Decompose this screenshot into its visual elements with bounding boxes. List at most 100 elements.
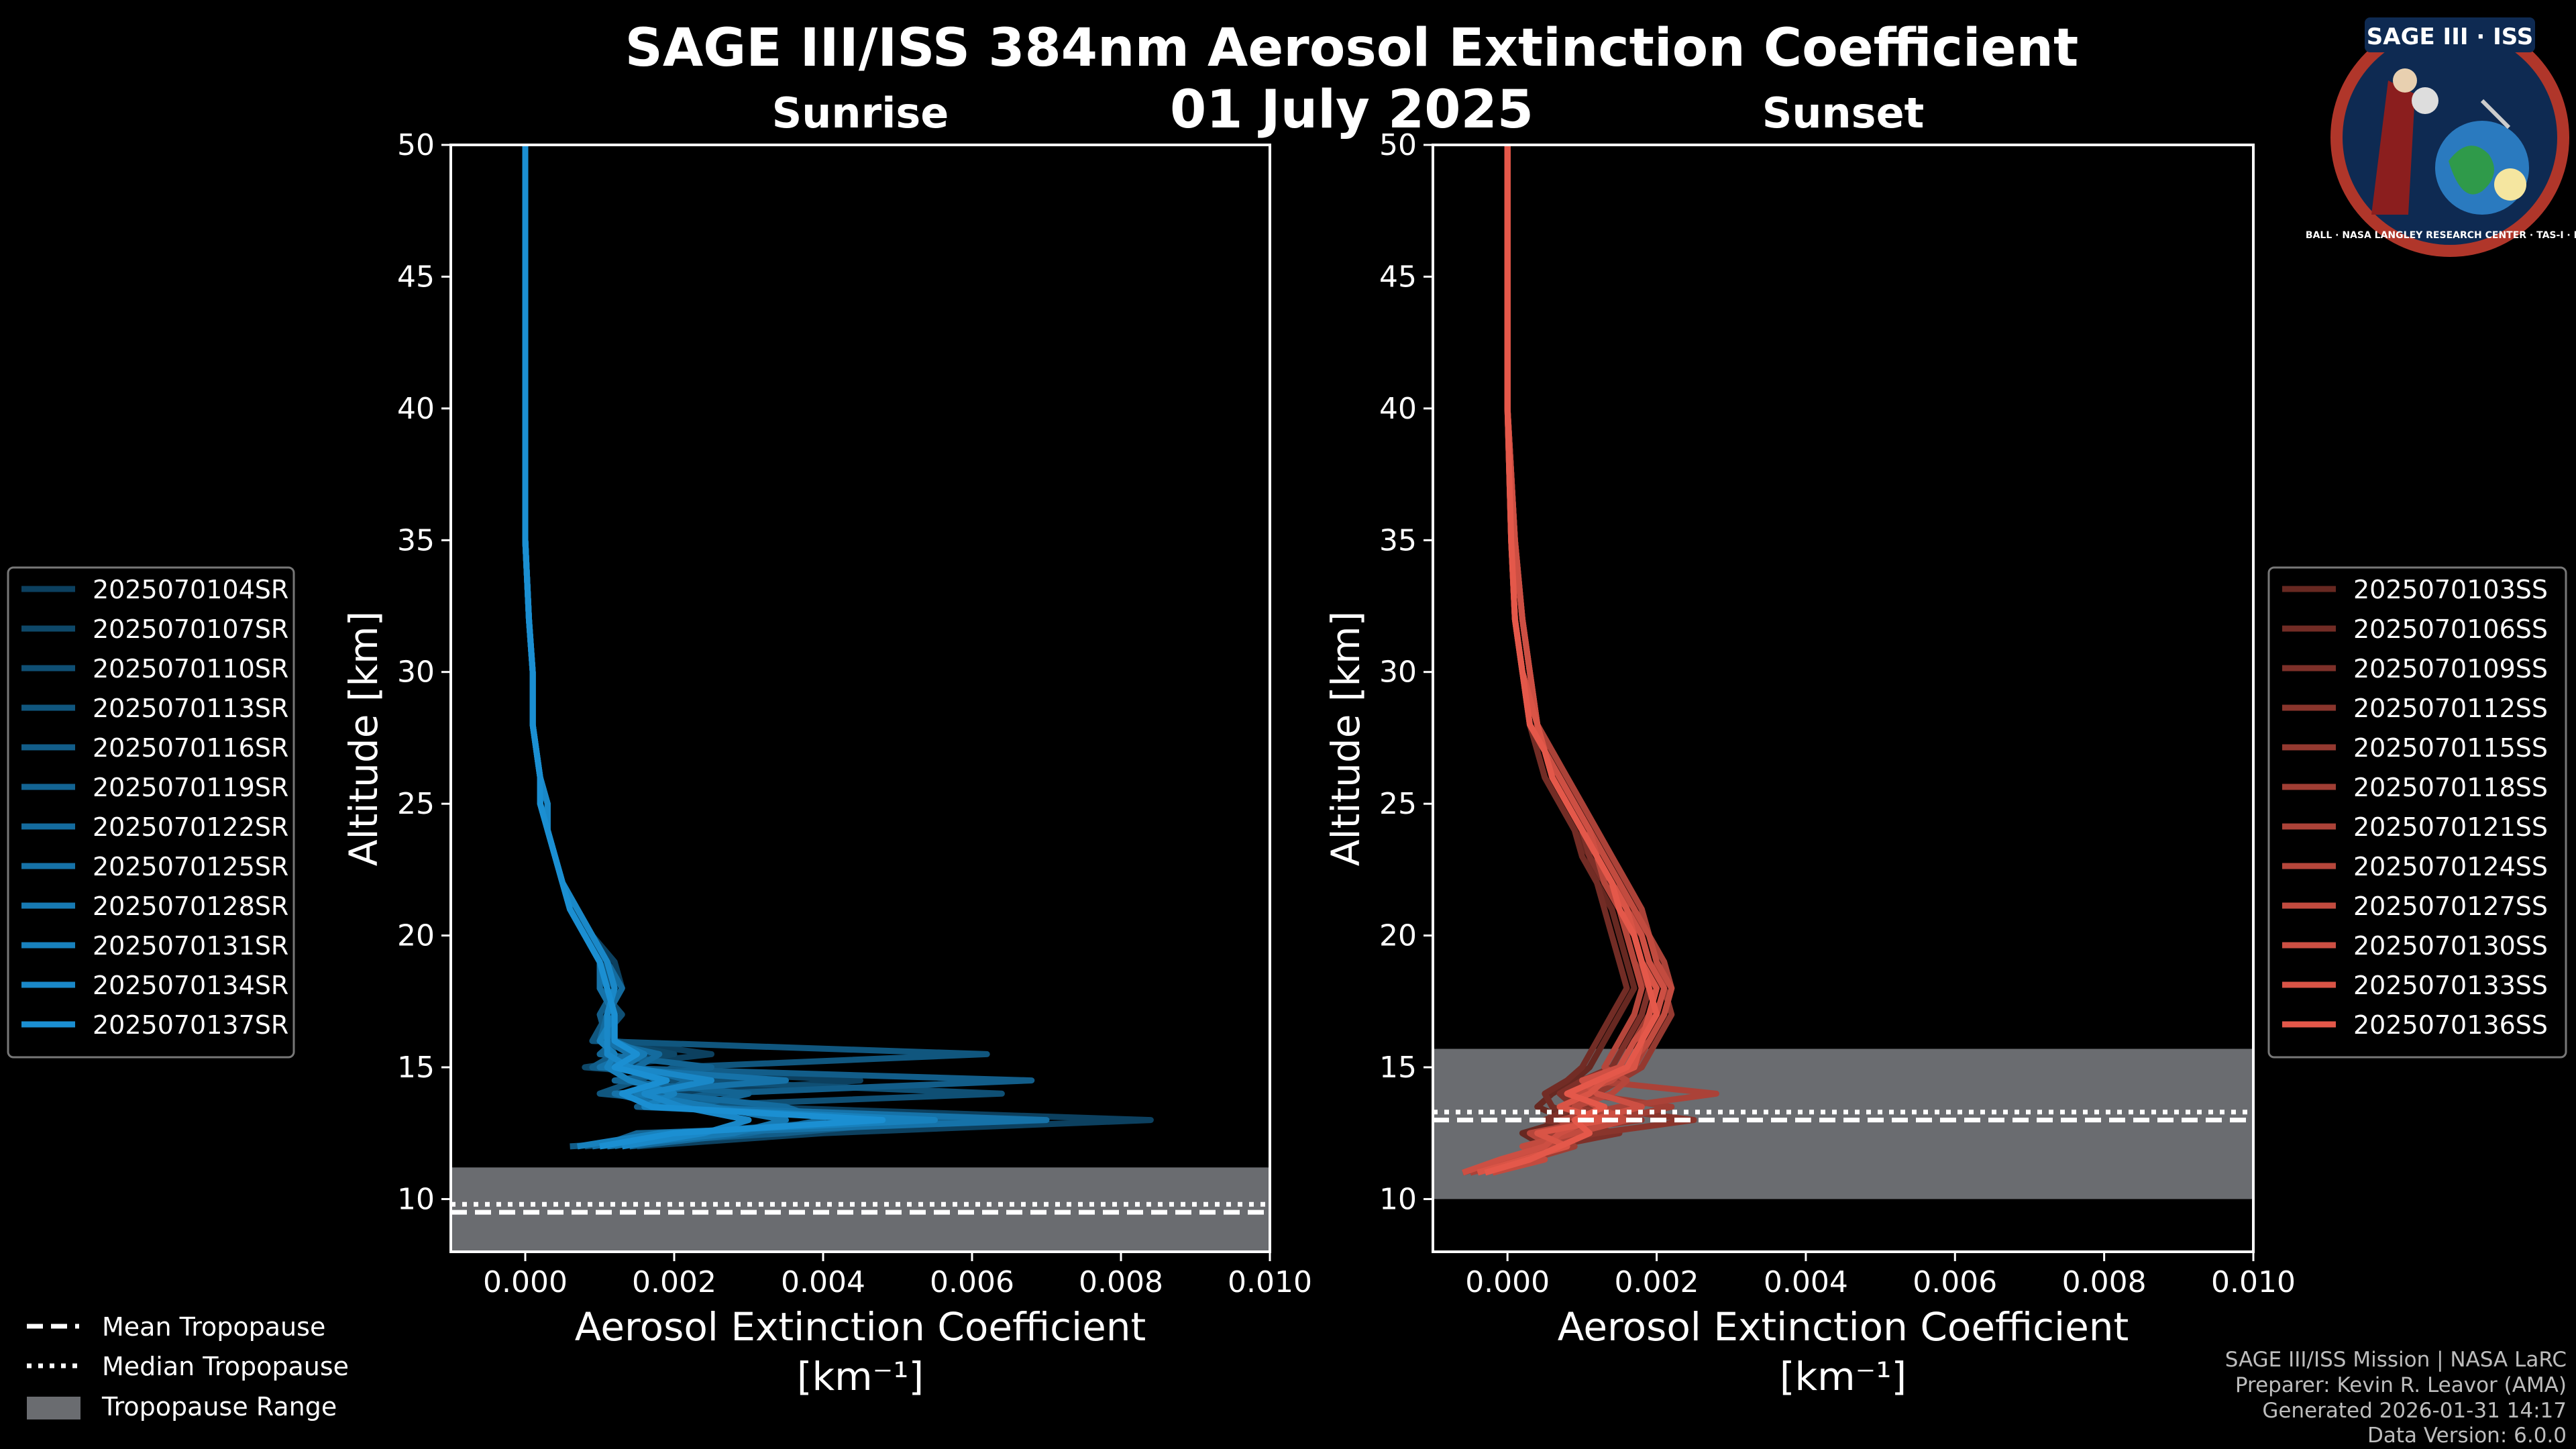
y-tick-label: 40: [397, 392, 435, 426]
legend-label: 2025070113SR: [93, 694, 288, 723]
profile-line-2025070113SR: [522, 145, 990, 1150]
tropopause-range-swatch: [27, 1397, 80, 1419]
x-tick-label: 0.006: [930, 1265, 1014, 1299]
tropopause-range-label: Tropopause Range: [101, 1392, 337, 1421]
legend-label: 2025070119SR: [93, 773, 288, 802]
legend-label: 2025070136SS: [2353, 1010, 2548, 1040]
y-tick-label: 50: [397, 128, 435, 162]
legend-label: 2025070115SS: [2353, 733, 2548, 763]
x-tick-label: 0.008: [2062, 1265, 2147, 1299]
legend-label: 2025070131SR: [93, 931, 288, 961]
legend-label: 2025070103SS: [2353, 575, 2548, 604]
y-tick-label: 10: [1379, 1182, 1417, 1216]
legend-label: 2025070122SR: [93, 812, 288, 842]
legend-frame: [7, 566, 295, 1059]
plot-frame: [449, 144, 1271, 1253]
y-tick-label: 35: [1379, 523, 1417, 557]
panel-title: Sunrise: [772, 89, 949, 138]
legend-label: 2025070127SS: [2353, 892, 2548, 921]
legend-frame: [2267, 566, 2567, 1059]
figure-head-shape: [2393, 68, 2417, 93]
x-tick-label: 0.010: [2211, 1265, 2296, 1299]
legend-label: 2025070109SS: [2353, 654, 2548, 684]
y-tick-label: 35: [397, 523, 435, 557]
legend-label: 2025070106SS: [2353, 614, 2548, 644]
legend-label: 2025070118SS: [2353, 773, 2548, 802]
x-axis-unit: [km⁻¹]: [797, 1354, 924, 1399]
legend-label: 2025070116SR: [93, 733, 288, 763]
y-tick-label: 25: [397, 787, 435, 821]
y-tick-label: 25: [1379, 787, 1417, 821]
sunrise-panel: Sunrise 10 15 20 25 30 35 40 45 50 0.000 0.002 0.004…: [7, 89, 1312, 1399]
mean-tropopause-label: Mean Tropopause: [102, 1312, 325, 1342]
tropopause-legend: Mean Tropopause Median Tropopause Tropop…: [27, 1312, 349, 1421]
x-tick-label: 0.002: [632, 1265, 716, 1299]
logo-text: SAGE III · ISS: [2367, 23, 2533, 50]
profile-line-2025070110SR: [522, 145, 1005, 1150]
x-tick-label: 0.008: [1079, 1265, 1163, 1299]
sun-icon: [2494, 168, 2526, 201]
y-tick-label: 40: [1379, 392, 1417, 426]
profile-line-2025070107SR: [522, 145, 975, 1150]
y-tick-label: 30: [1379, 655, 1417, 690]
logo-banner: [2365, 17, 2535, 52]
sage-iss-mission-logo: SAGE III · ISS BALL · NASA LANGLEY RESEA…: [2306, 17, 2576, 257]
series-legend: 2025070104SR 2025070107SR 2025070110SR 2025…: [7, 566, 295, 1059]
median-tropopause-label: Median Tropopause: [102, 1352, 349, 1381]
credit-mission: SAGE III/ISS Mission | NASA LaRC: [2225, 1348, 2567, 1372]
profile-line-2025070122SR: [522, 145, 826, 1150]
x-tick-label: 0.010: [1228, 1265, 1312, 1299]
profile-line-2025070128SR: [522, 145, 789, 1150]
profile-line-2025070131SR: [522, 145, 938, 1150]
legend-label: 2025070134SR: [93, 971, 288, 1000]
y-tick-label: 15: [1379, 1051, 1417, 1085]
profile-line-2025070134SR: [522, 145, 752, 1150]
legend-label: 2025070107SR: [93, 614, 288, 644]
profile-line-2025070118SS: [1484, 145, 1675, 1176]
panel-title: Sunset: [1762, 89, 1925, 138]
profile-line-2025070125SR: [522, 145, 1050, 1150]
profile-line-2025070136SS: [1484, 145, 1660, 1176]
legend-label: 2025070124SS: [2353, 852, 2548, 881]
x-tick-label: 0.000: [483, 1265, 568, 1299]
y-tick-label: 45: [397, 260, 435, 294]
x-axis-label: Aerosol Extinction Coefficient: [1558, 1304, 2129, 1350]
y-tick-label: 20: [397, 919, 435, 953]
legend-label: 2025070104SR: [93, 575, 288, 604]
legend-label: 2025070121SS: [2353, 812, 2548, 842]
y-tick-label: 15: [397, 1051, 435, 1085]
y-tick-label: 50: [1379, 128, 1417, 162]
x-axis-unit: [km⁻¹]: [1780, 1354, 1907, 1399]
legend-label: 2025070125SR: [93, 852, 288, 881]
legend-label: 2025070110SR: [93, 654, 288, 684]
x-tick-label: 0.002: [1615, 1265, 1699, 1299]
profile-line-2025070109SS: [1477, 145, 1652, 1176]
y-axis-label: Altitude [km]: [341, 611, 386, 866]
credit-version: Data Version: 6.0.0: [2367, 1424, 2567, 1448]
tropopause-range-band: [451, 1167, 1270, 1252]
profile-line-2025070137SR: [522, 145, 886, 1150]
iss-icon: [2480, 99, 2511, 129]
x-tick-label: 0.006: [1913, 1265, 1997, 1299]
legend-label: 2025070112SS: [2353, 694, 2548, 723]
figure-date: 01 July 2025: [1170, 80, 1534, 140]
profile-line-2025070119SR: [522, 145, 1012, 1150]
y-tick-label: 45: [1379, 260, 1417, 294]
x-tick-label: 0.004: [781, 1265, 865, 1299]
y-axis-label: Altitude [km]: [1323, 611, 1368, 866]
legend-label: 2025070130SS: [2353, 931, 2548, 961]
figure-title: SAGE III/ISS 384nm Aerosol Extinction Co…: [625, 18, 2079, 78]
credit-preparer: Preparer: Kevin R. Leavor (AMA): [2235, 1373, 2567, 1397]
figure-robe-shape: [2371, 80, 2415, 215]
legend-label: 2025070137SR: [93, 1010, 288, 1040]
logo-ring-text: BALL · NASA LANGLEY RESEARCH CENTER · TA…: [2306, 230, 2576, 241]
credit-generated: Generated 2026-01-31 14:17: [2262, 1399, 2567, 1423]
y-tick-label: 10: [397, 1182, 435, 1216]
x-tick-label: 0.000: [1465, 1265, 1550, 1299]
y-tick-label: 20: [1379, 919, 1417, 953]
y-tick-label: 30: [397, 655, 435, 690]
credits: SAGE III/ISS Mission | NASA LaRC Prepare…: [2225, 1348, 2567, 1448]
x-axis-label: Aerosol Extinction Coefficient: [575, 1304, 1146, 1350]
plot-frame: [1432, 144, 2255, 1253]
